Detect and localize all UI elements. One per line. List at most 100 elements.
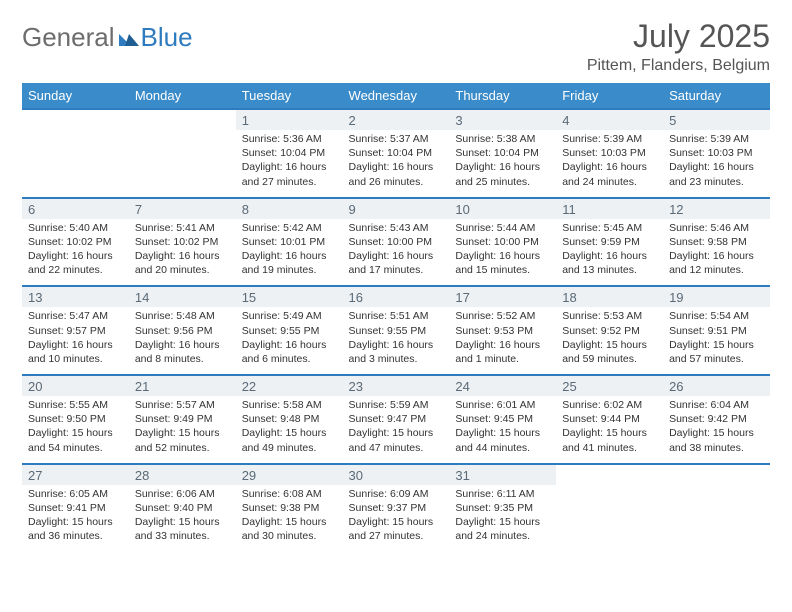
day-line: and 13 minutes.	[562, 263, 657, 277]
day-detail-cell: Sunrise: 5:51 AMSunset: 9:55 PMDaylight:…	[343, 307, 450, 374]
day-line: Sunrise: 6:01 AM	[455, 398, 550, 412]
day-number-cell: 3	[449, 108, 556, 130]
weekday-header: Saturday	[663, 83, 770, 108]
day-line: Sunrise: 6:02 AM	[562, 398, 657, 412]
day-line: and 8 minutes.	[135, 352, 230, 366]
day-number-cell: 8	[236, 197, 343, 219]
day-number-cell: 2	[343, 108, 450, 130]
day-detail-cell: Sunrise: 5:46 AMSunset: 9:58 PMDaylight:…	[663, 219, 770, 286]
daynum-row: 6789101112	[22, 197, 770, 219]
detail-row: Sunrise: 5:55 AMSunset: 9:50 PMDaylight:…	[22, 396, 770, 463]
day-line: Daylight: 15 hours	[669, 426, 764, 440]
day-line: Daylight: 16 hours	[242, 249, 337, 263]
day-line: Sunset: 9:57 PM	[28, 324, 123, 338]
day-line: Sunrise: 5:43 AM	[349, 221, 444, 235]
day-number-cell: 31	[449, 463, 556, 485]
day-line: and 24 minutes.	[455, 529, 550, 543]
logo-text-general: General	[22, 22, 115, 53]
detail-row: Sunrise: 5:40 AM Sunset: 10:02 PM Daylight…	[22, 219, 770, 286]
day-number-cell: 25	[556, 374, 663, 396]
day-line: Daylight: 16 hours	[135, 338, 230, 352]
day-detail-cell	[22, 130, 129, 197]
day-line: Sunset: 9:47 PM	[349, 412, 444, 426]
day-line: Daylight: 16 hours	[242, 338, 337, 352]
day-detail-cell	[129, 130, 236, 197]
day-detail-cell: Sunrise: 5:59 AMSunset: 9:47 PMDaylight:…	[343, 396, 450, 463]
day-line: Daylight: 16 hours	[349, 249, 444, 263]
day-detail-cell: Sunrise: 6:01 AMSunset: 9:45 PMDaylight:…	[449, 396, 556, 463]
day-line: Sunrise: 6:04 AM	[669, 398, 764, 412]
day-line: Sunset: 9:55 PM	[242, 324, 337, 338]
day-line: Daylight: 16 hours	[242, 160, 337, 174]
day-number-cell: 27	[22, 463, 129, 485]
day-line: Sunrise: 5:58 AM	[242, 398, 337, 412]
day-number-cell: 1	[236, 108, 343, 130]
day-line: Daylight: 15 hours	[242, 515, 337, 529]
day-line: Daylight: 15 hours	[242, 426, 337, 440]
day-line: and 30 minutes.	[242, 529, 337, 543]
day-detail-cell: Sunrise: 5:38 AMSunset: 10:04 PMDaylight…	[449, 130, 556, 197]
day-line: and 44 minutes.	[455, 441, 550, 455]
day-line: and 12 minutes.	[669, 263, 764, 277]
day-line: Sunrise: 6:11 AM	[455, 487, 550, 501]
day-detail-cell: Sunrise: 5:43 AMSunset: 10:00 PMDaylight…	[343, 219, 450, 286]
day-line: Daylight: 15 hours	[135, 515, 230, 529]
day-line: Daylight: 16 hours	[28, 338, 123, 352]
day-line: and 57 minutes.	[669, 352, 764, 366]
day-line: and 47 minutes.	[349, 441, 444, 455]
day-line: Daylight: 16 hours	[349, 338, 444, 352]
day-line: and 36 minutes.	[28, 529, 123, 543]
title-block: July 2025 Pittem, Flanders, Belgium	[587, 18, 770, 75]
logo-icon	[119, 28, 139, 51]
day-line: Sunrise: 5:46 AM	[669, 221, 764, 235]
day-line: Sunset: 10:00 PM	[455, 235, 550, 249]
day-line: and 10 minutes.	[28, 352, 123, 366]
day-number-cell: 7	[129, 197, 236, 219]
day-line: Daylight: 16 hours	[562, 249, 657, 263]
day-line: Sunset: 9:56 PM	[135, 324, 230, 338]
day-number-cell: 19	[663, 285, 770, 307]
day-line: Sunset: 10:02 PM	[135, 235, 230, 249]
calendar-table: Sunday Monday Tuesday Wednesday Thursday…	[22, 83, 770, 551]
month-title: July 2025	[587, 18, 770, 55]
day-line: Sunset: 10:04 PM	[455, 146, 550, 160]
day-line: Sunset: 10:01 PM	[242, 235, 337, 249]
day-line: and 33 minutes.	[135, 529, 230, 543]
day-line: Sunrise: 6:06 AM	[135, 487, 230, 501]
day-line: Daylight: 16 hours	[669, 160, 764, 174]
day-number-cell: 5	[663, 108, 770, 130]
day-line: Daylight: 15 hours	[28, 515, 123, 529]
day-line: Sunrise: 5:40 AM	[28, 221, 123, 235]
day-line: and 17 minutes.	[349, 263, 444, 277]
day-detail-cell: Sunrise: 5:55 AMSunset: 9:50 PMDaylight:…	[22, 396, 129, 463]
day-number-cell	[663, 463, 770, 485]
header: General Blue July 2025 Pittem, Flanders,…	[22, 18, 770, 75]
day-detail-cell: Sunrise: 5:36 AMSunset: 10:04 PMDaylight…	[236, 130, 343, 197]
day-detail-cell: Sunrise: 5:44 AMSunset: 10:00 PMDaylight…	[449, 219, 556, 286]
location: Pittem, Flanders, Belgium	[587, 57, 770, 75]
day-line: and 38 minutes.	[669, 441, 764, 455]
day-line: Daylight: 15 hours	[455, 426, 550, 440]
day-detail-cell: Sunrise: 5:47 AMSunset: 9:57 PMDaylight:…	[22, 307, 129, 374]
detail-row: Sunrise: 5:47 AMSunset: 9:57 PMDaylight:…	[22, 307, 770, 374]
day-line: and 23 minutes.	[669, 175, 764, 189]
day-detail-cell: Sunrise: 5:52 AMSunset: 9:53 PMDaylight:…	[449, 307, 556, 374]
day-line: Sunset: 9:52 PM	[562, 324, 657, 338]
day-line: and 20 minutes.	[135, 263, 230, 277]
daynum-row: 13141516171819	[22, 285, 770, 307]
day-detail-cell: Sunrise: 6:11 AMSunset: 9:35 PMDaylight:…	[449, 485, 556, 552]
day-number-cell: 4	[556, 108, 663, 130]
day-line: Sunrise: 5:55 AM	[28, 398, 123, 412]
weekday-header: Monday	[129, 83, 236, 108]
day-line: Sunset: 10:03 PM	[562, 146, 657, 160]
day-number-cell: 6	[22, 197, 129, 219]
day-line: Daylight: 15 hours	[562, 426, 657, 440]
day-line: and 27 minutes.	[242, 175, 337, 189]
day-line: Sunrise: 5:54 AM	[669, 309, 764, 323]
day-line: and 6 minutes.	[242, 352, 337, 366]
day-line: Sunset: 10:04 PM	[242, 146, 337, 160]
day-line: and 59 minutes.	[562, 352, 657, 366]
day-detail-cell: Sunrise: 5:49 AMSunset: 9:55 PMDaylight:…	[236, 307, 343, 374]
day-line: Sunset: 9:38 PM	[242, 501, 337, 515]
day-line: Sunset: 9:41 PM	[28, 501, 123, 515]
